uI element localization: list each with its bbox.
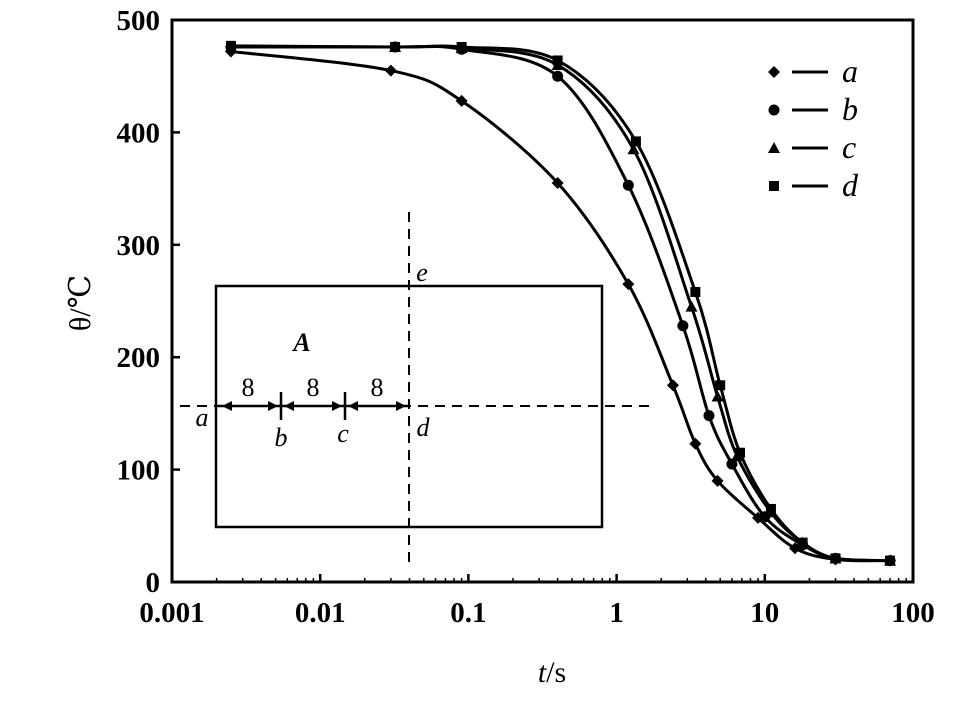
series-line-d (230, 44, 891, 563)
data-point-c (685, 300, 698, 312)
data-point-a (666, 379, 679, 392)
data-point-a (384, 64, 397, 77)
series-lines (224, 40, 897, 567)
x-tick-label: 0.1 (450, 597, 486, 629)
x-axis-title-unit: /s (546, 656, 566, 689)
data-point-b (726, 458, 738, 470)
legend-label-d: d (842, 167, 859, 203)
data-point-d (390, 41, 401, 52)
series-d (225, 40, 896, 566)
y-tick-label: 200 (117, 342, 161, 374)
data-point-a (455, 94, 468, 107)
inset-diagram (180, 212, 656, 568)
inset-dimension-label: 8 (242, 373, 255, 402)
data-point-b (703, 410, 715, 422)
data-point-a (711, 474, 724, 487)
data-point-d (630, 136, 641, 147)
inset-point-label-e: e (416, 258, 428, 287)
y-tick-label: 300 (117, 230, 161, 262)
inset-arrowhead (268, 401, 278, 411)
data-point-d (456, 41, 467, 52)
inset-point-label-c: c (337, 419, 349, 448)
data-point-c (627, 143, 640, 155)
inset-arrowhead (348, 401, 358, 411)
plot-frame (170, 18, 915, 584)
legend-marker-b (768, 104, 780, 116)
legend-item-d: d (769, 167, 859, 203)
data-point-b (622, 179, 634, 191)
x-axis-title-var: t (538, 656, 547, 689)
series-line-b (230, 44, 891, 563)
legend-marker-c (768, 142, 780, 153)
data-point-d (715, 380, 726, 391)
series-c (224, 40, 897, 566)
y-tick-label: 400 (117, 117, 161, 149)
data-point-a (689, 437, 702, 450)
x-tick-label: 0.001 (139, 597, 204, 629)
data-point-d (797, 537, 808, 548)
inset-region-label: A (291, 328, 310, 357)
inset-arrowhead (396, 401, 406, 411)
axis-ticks: 0.001 0.01 0.1 1 10 100 0 100 200 300 400 500 (117, 5, 935, 629)
inset-dimension-label: 8 (371, 373, 384, 402)
legend-item-c: c (768, 129, 856, 165)
data-point-d (885, 555, 896, 566)
inset-point-label-b: b (275, 423, 288, 452)
x-tick-label: 0.01 (295, 597, 346, 629)
legend-item-b: b (768, 91, 858, 127)
y-tick-label: 0 (146, 567, 161, 599)
legend-marker-a (768, 66, 780, 78)
x-tick-label: 1 (609, 597, 624, 629)
data-point-d (830, 553, 841, 564)
data-point-d (765, 503, 776, 514)
inset-point-label-d: d (417, 413, 431, 442)
x-axis-title: t/s (538, 656, 566, 689)
legend-label-c: c (842, 129, 856, 165)
y-tick-label: 500 (117, 5, 161, 37)
x-tick-label: 10 (750, 597, 779, 629)
inset-arrowhead (332, 401, 342, 411)
series-a (224, 45, 897, 567)
inset-arrowhead (222, 401, 232, 411)
data-point-a (622, 278, 635, 291)
data-point-d (225, 40, 236, 51)
y-axis-title: θ/℃ (64, 275, 97, 331)
y-tick-label: 100 (117, 455, 161, 487)
series-line-c (230, 44, 891, 563)
inset-arrowhead (284, 401, 294, 411)
data-point-d (690, 287, 701, 298)
data-point-d (734, 447, 745, 458)
inset-dimension-label: 8 (307, 373, 320, 402)
data-point-a (551, 176, 564, 189)
legend-item-a: a (768, 53, 858, 89)
legend-marker-d (769, 181, 779, 191)
legend-label-b: b (842, 91, 858, 127)
inset-point-label-a: a (196, 403, 209, 432)
series-b (225, 41, 896, 567)
data-point-c (711, 390, 724, 402)
data-point-d (552, 55, 563, 66)
series-line-a (230, 49, 891, 563)
data-point-b (552, 70, 564, 82)
data-point-b (677, 320, 689, 332)
legend-label-a: a (842, 53, 858, 89)
x-tick-label: 100 (891, 597, 935, 629)
